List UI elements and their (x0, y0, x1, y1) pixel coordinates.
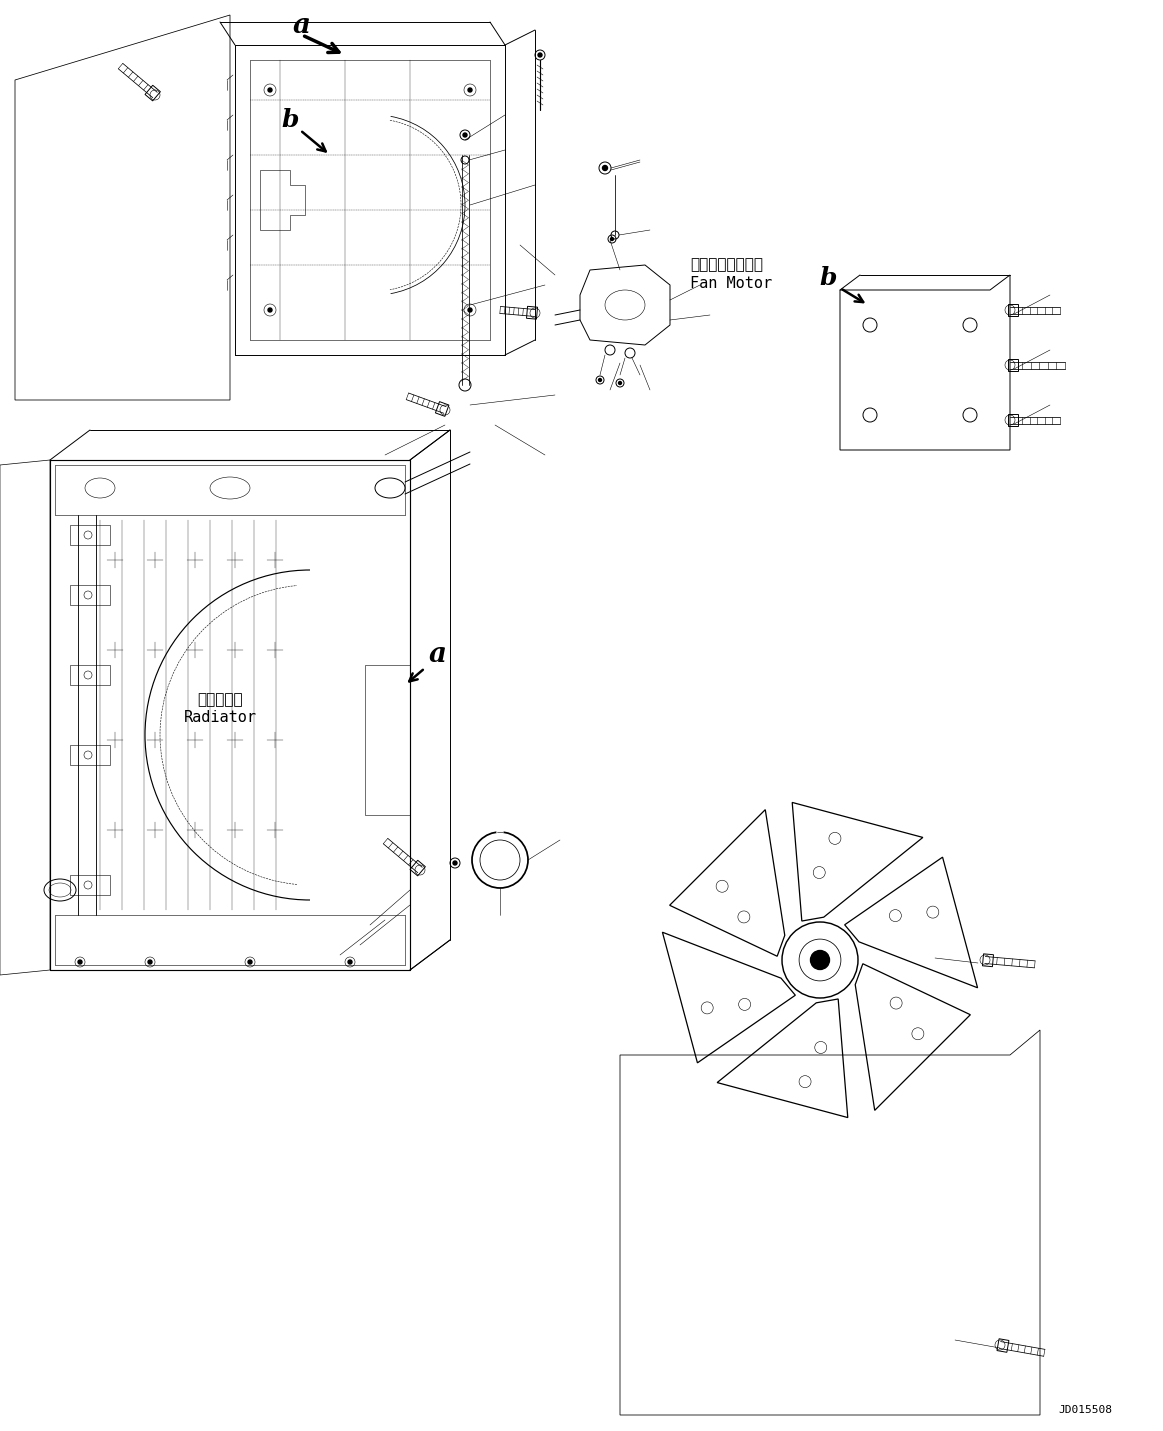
Circle shape (538, 53, 542, 57)
Text: b: b (281, 107, 299, 132)
Text: Radiator: Radiator (184, 711, 257, 726)
Circle shape (348, 960, 352, 964)
Text: ラジエータ: ラジエータ (198, 693, 243, 707)
Circle shape (602, 166, 607, 170)
Bar (70, 665, 110, 685)
Text: インファンモータ: インファンモータ (690, 258, 763, 272)
Circle shape (463, 133, 468, 137)
Text: JD015508: JD015508 (1058, 1405, 1112, 1415)
Circle shape (811, 950, 829, 969)
Text: a: a (293, 11, 311, 39)
Text: b: b (819, 266, 836, 290)
Circle shape (267, 87, 272, 92)
Circle shape (468, 308, 472, 312)
Circle shape (148, 960, 152, 964)
Circle shape (454, 861, 457, 864)
Circle shape (619, 382, 621, 385)
Text: Fan Motor: Fan Motor (690, 276, 772, 290)
Bar (70, 874, 110, 894)
Bar (70, 746, 110, 766)
Text: a: a (429, 641, 447, 668)
Circle shape (468, 87, 472, 92)
Circle shape (611, 238, 614, 240)
Bar (70, 525, 110, 545)
Circle shape (78, 960, 83, 964)
Circle shape (267, 308, 272, 312)
Circle shape (599, 379, 601, 382)
Circle shape (248, 960, 252, 964)
Bar (70, 585, 110, 605)
